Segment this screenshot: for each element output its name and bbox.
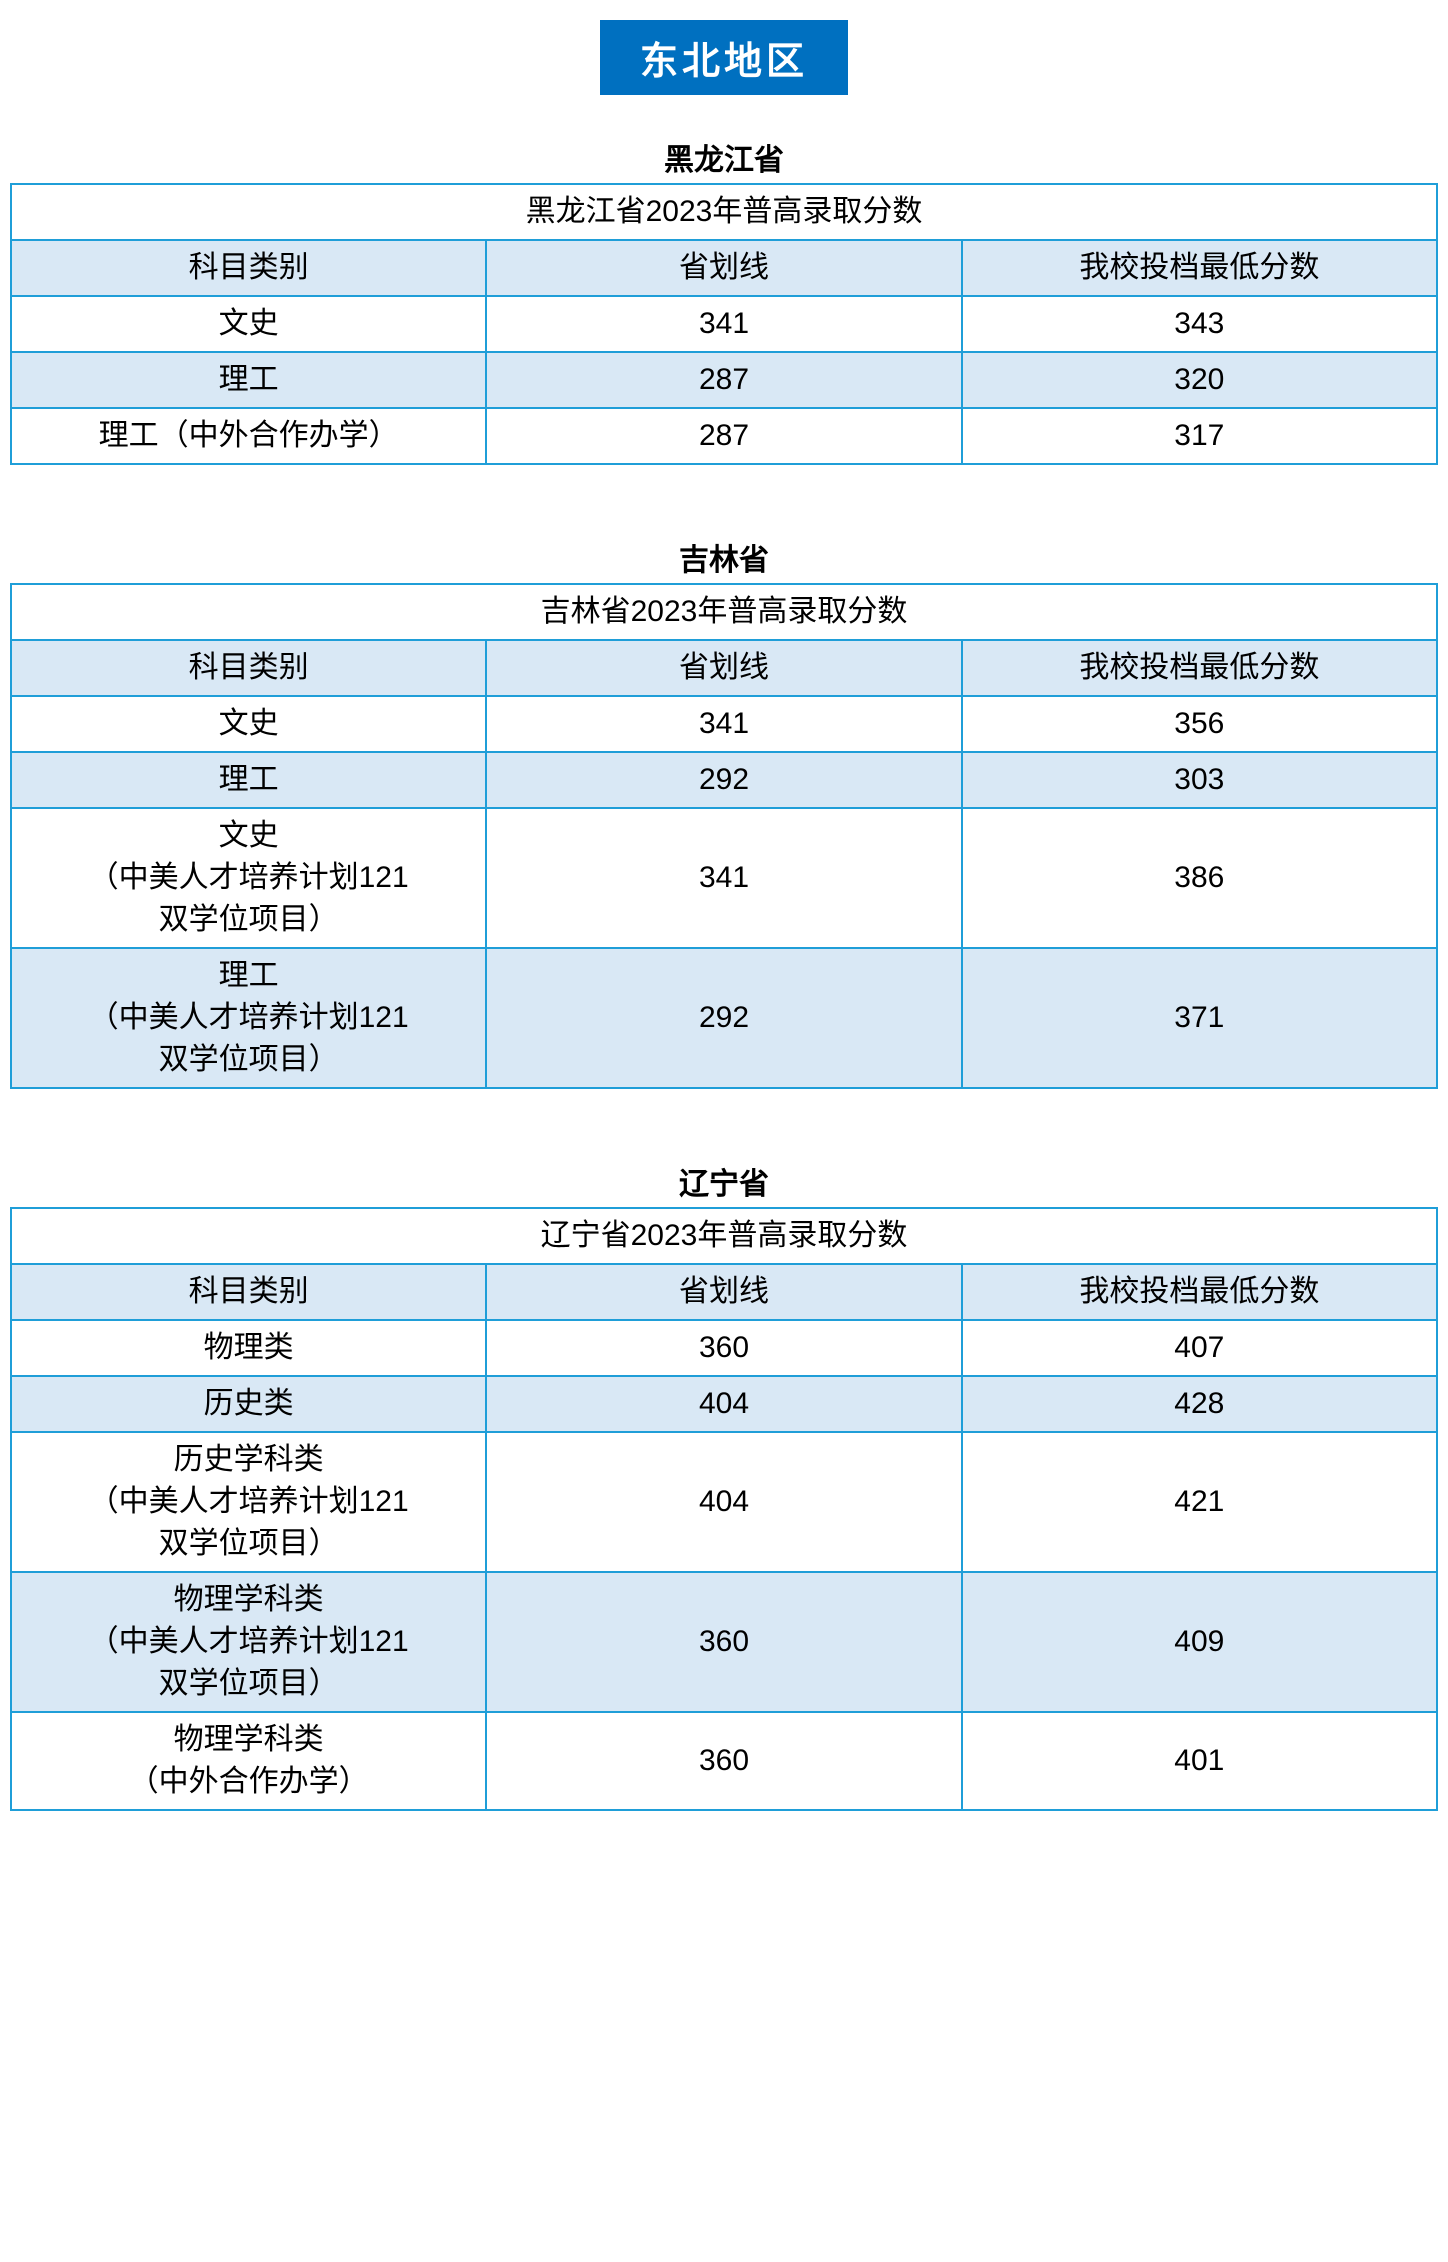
cell-category: 理工（中外合作办学） xyxy=(11,408,486,464)
cell-province-line: 287 xyxy=(486,408,961,464)
table-row: 物理学科类（中外合作办学）360401 xyxy=(11,1712,1437,1810)
cell-province-line: 360 xyxy=(486,1572,961,1712)
cell-category: 物理学科类（中美人才培养计划121双学位项目） xyxy=(11,1572,486,1712)
cell-province-line: 287 xyxy=(486,352,961,408)
region-banner: 东北地区 xyxy=(600,20,848,95)
table-row: 文史341343 xyxy=(11,296,1437,352)
table-row: 历史类404428 xyxy=(11,1376,1437,1432)
table-row: 文史（中美人才培养计划121双学位项目）341386 xyxy=(11,808,1437,948)
cell-category: 理工 xyxy=(11,352,486,408)
cell-category: 物理学科类（中外合作办学） xyxy=(11,1712,486,1810)
table-row: 历史学科类（中美人才培养计划121双学位项目）404421 xyxy=(11,1432,1437,1572)
score-table: 黑龙江省2023年普高录取分数科目类别省划线我校投档最低分数文史341343理工… xyxy=(10,183,1438,465)
cell-school-min: 407 xyxy=(962,1320,1437,1376)
province-title: 辽宁省 xyxy=(10,1159,1438,1203)
cell-category: 文史（中美人才培养计划121双学位项目） xyxy=(11,808,486,948)
table-row: 物理学科类（中美人才培养计划121双学位项目）360409 xyxy=(11,1572,1437,1712)
cell-province-line: 360 xyxy=(486,1712,961,1810)
column-header: 科目类别 xyxy=(11,240,486,296)
table-row: 理工（中外合作办学）287317 xyxy=(11,408,1437,464)
column-header: 省划线 xyxy=(486,640,961,696)
province-title: 黑龙江省 xyxy=(10,135,1438,179)
cell-category: 理工 xyxy=(11,752,486,808)
cell-school-min: 303 xyxy=(962,752,1437,808)
cell-category: 历史类 xyxy=(11,1376,486,1432)
column-header: 我校投档最低分数 xyxy=(962,1264,1437,1320)
cell-province-line: 341 xyxy=(486,696,961,752)
cell-category: 理工（中美人才培养计划121双学位项目） xyxy=(11,948,486,1088)
table-row: 文史341356 xyxy=(11,696,1437,752)
table-title: 黑龙江省2023年普高录取分数 xyxy=(11,184,1437,240)
cell-province-line: 404 xyxy=(486,1376,961,1432)
column-header: 我校投档最低分数 xyxy=(962,640,1437,696)
table-title: 吉林省2023年普高录取分数 xyxy=(11,584,1437,640)
cell-province-line: 341 xyxy=(486,808,961,948)
cell-school-min: 386 xyxy=(962,808,1437,948)
cell-province-line: 341 xyxy=(486,296,961,352)
cell-category: 文史 xyxy=(11,296,486,352)
column-header: 我校投档最低分数 xyxy=(962,240,1437,296)
cell-school-min: 409 xyxy=(962,1572,1437,1712)
table-row: 理工（中美人才培养计划121双学位项目）292371 xyxy=(11,948,1437,1088)
cell-school-min: 317 xyxy=(962,408,1437,464)
table-title: 辽宁省2023年普高录取分数 xyxy=(11,1208,1437,1264)
cell-province-line: 292 xyxy=(486,948,961,1088)
cell-category: 文史 xyxy=(11,696,486,752)
cell-school-min: 428 xyxy=(962,1376,1437,1432)
province-block: 黑龙江省黑龙江省2023年普高录取分数科目类别省划线我校投档最低分数文史3413… xyxy=(10,135,1438,465)
column-header: 科目类别 xyxy=(11,640,486,696)
cell-school-min: 356 xyxy=(962,696,1437,752)
cell-school-min: 343 xyxy=(962,296,1437,352)
column-header: 科目类别 xyxy=(11,1264,486,1320)
table-row: 物理类360407 xyxy=(11,1320,1437,1376)
cell-school-min: 371 xyxy=(962,948,1437,1088)
table-row: 理工287320 xyxy=(11,352,1437,408)
cell-school-min: 401 xyxy=(962,1712,1437,1810)
provinces-container: 黑龙江省黑龙江省2023年普高录取分数科目类别省划线我校投档最低分数文史3413… xyxy=(10,135,1438,1811)
cell-category: 历史学科类（中美人才培养计划121双学位项目） xyxy=(11,1432,486,1572)
cell-province-line: 404 xyxy=(486,1432,961,1572)
province-title: 吉林省 xyxy=(10,535,1438,579)
score-table: 吉林省2023年普高录取分数科目类别省划线我校投档最低分数文史341356理工2… xyxy=(10,583,1438,1089)
cell-province-line: 360 xyxy=(486,1320,961,1376)
province-block: 辽宁省辽宁省2023年普高录取分数科目类别省划线我校投档最低分数物理类36040… xyxy=(10,1159,1438,1811)
province-block: 吉林省吉林省2023年普高录取分数科目类别省划线我校投档最低分数文史341356… xyxy=(10,535,1438,1089)
table-row: 理工292303 xyxy=(11,752,1437,808)
cell-category: 物理类 xyxy=(11,1320,486,1376)
cell-school-min: 421 xyxy=(962,1432,1437,1572)
score-table: 辽宁省2023年普高录取分数科目类别省划线我校投档最低分数物理类360407历史… xyxy=(10,1207,1438,1811)
column-header: 省划线 xyxy=(486,240,961,296)
cell-province-line: 292 xyxy=(486,752,961,808)
cell-school-min: 320 xyxy=(962,352,1437,408)
column-header: 省划线 xyxy=(486,1264,961,1320)
